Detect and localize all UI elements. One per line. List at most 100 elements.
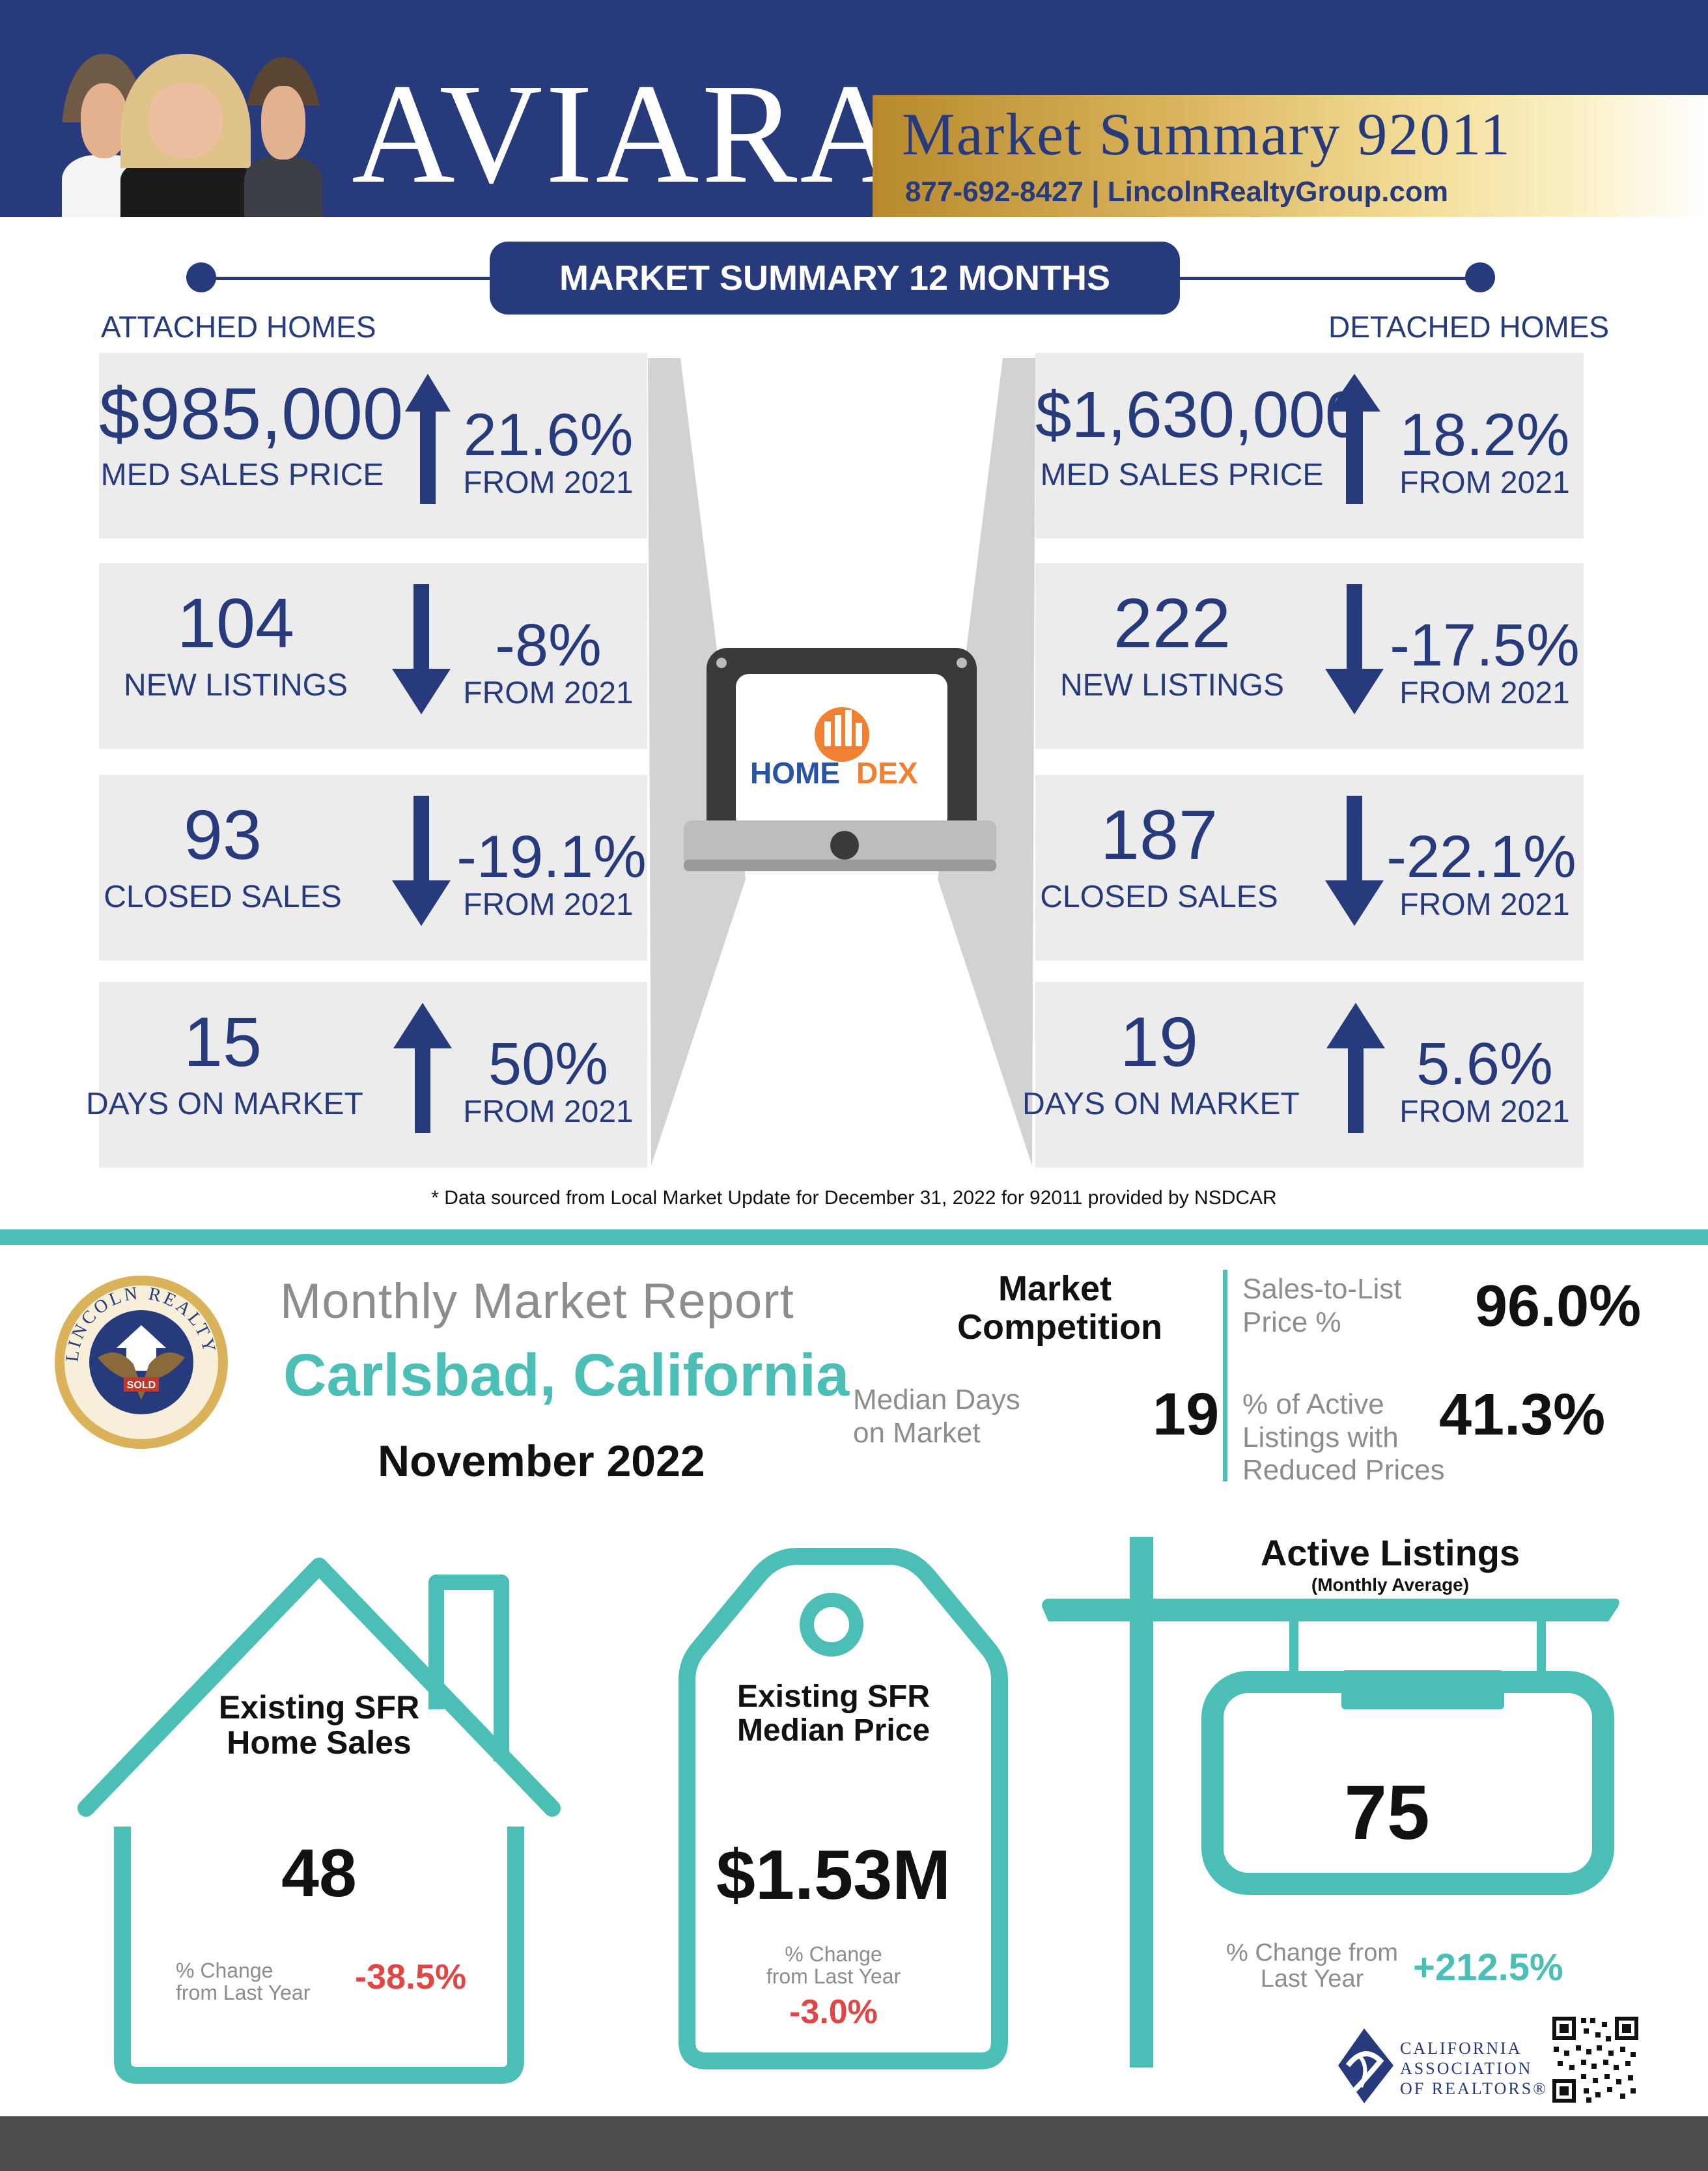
stat-from: FROM 2021 <box>463 888 634 922</box>
arrow-down-icon <box>1325 796 1384 926</box>
median-price-change: -3.0% <box>789 1993 878 2031</box>
active-listings-change: +212.5% <box>1413 1946 1563 1989</box>
stat-card: 187 CLOSED SALES -22.1% FROM 2021 <box>1035 775 1584 960</box>
divider-dot <box>1465 262 1495 292</box>
attached-homes-label: ATTACHED HOMES <box>101 310 376 344</box>
stat-card: $985,000 MED SALES PRICE 21.6% FROM 2021 <box>99 353 647 539</box>
stat-label: MED SALES PRICE <box>100 458 384 492</box>
divider-line <box>1172 277 1478 280</box>
report-title: Monthly Market Report <box>280 1274 794 1329</box>
median-days-value: 19 <box>1153 1381 1220 1448</box>
sales-to-list-label: Sales-to-List Price % <box>1242 1273 1402 1338</box>
stat-from: FROM 2021 <box>1399 1095 1570 1129</box>
change-label-line1: % Change <box>785 1942 882 1966</box>
stat-value: 93 <box>183 795 262 874</box>
stat-label: CLOSED SALES <box>1040 880 1278 914</box>
stat-label: DAYS ON MARKET <box>86 1087 363 1121</box>
house-icon <box>77 1558 561 2084</box>
market-competition-title: Market Competition <box>957 1269 1162 1347</box>
change-label-line2: from Last Year <box>176 1980 311 2004</box>
arrow-down-icon <box>392 584 451 714</box>
stat-change: 5.6% <box>1416 1031 1553 1097</box>
stat-change: 21.6% <box>463 402 634 468</box>
reduced-prices-value: 41.3% <box>1439 1382 1606 1448</box>
home-sales-change-label: % Change from Last Year <box>176 1959 319 2004</box>
median-price-title-line1: Existing SFR <box>736 1679 931 1714</box>
home-sales-change: -38.5% <box>355 1957 467 1996</box>
home-sales-title-line2: Home Sales <box>227 1724 412 1761</box>
arrow-up-icon <box>1328 374 1380 504</box>
car-logo-text: CALIFORNIA ASSOCIATION OF REALTORS® <box>1400 2038 1548 2099</box>
for-sale-sign-icon <box>1042 1537 1619 2067</box>
median-days-label: Median Days on Market <box>853 1384 1020 1449</box>
sales-to-list-value: 96.0% <box>1475 1274 1642 1339</box>
home-sales-title: Existing SFR Home Sales <box>195 1690 443 1760</box>
bar-chart-icon <box>815 707 869 762</box>
stat-card: 93 CLOSED SALES -19.1% FROM 2021 <box>99 775 647 960</box>
report-month: November 2022 <box>378 1436 705 1486</box>
city-title: Carlsbad, California <box>283 1342 850 1408</box>
homedex-logo-home: HOME <box>750 756 840 790</box>
change-label-line2: from Last Year <box>766 1964 901 1988</box>
stat-value: $1,630,000 <box>1035 378 1362 451</box>
qr-code-icon[interactable] <box>1550 2014 1641 2105</box>
stat-change: 50% <box>488 1031 609 1097</box>
change-label-line1: % Change from <box>1225 1939 1398 1967</box>
divider-line <box>202 277 501 280</box>
stat-from: FROM 2021 <box>1399 676 1570 710</box>
stat-change: -17.5% <box>1390 612 1580 679</box>
price-tag-icon <box>679 1548 1008 2069</box>
reduced-prices-label: % of Active Listings with Reduced Prices <box>1242 1388 1445 1487</box>
stat-value: 104 <box>176 583 295 662</box>
footer-bar <box>0 2116 1708 2171</box>
section-divider <box>0 1229 1708 1245</box>
brand-title: AVIARA <box>352 54 906 213</box>
projection-beam <box>938 358 1035 1166</box>
home-sales-title-line1: Existing SFR <box>218 1689 420 1726</box>
stat-label: NEW LISTINGS <box>1059 668 1285 703</box>
car-logo-line3: OF REALTORS® <box>1400 2079 1548 2099</box>
projection-beam <box>648 358 746 1166</box>
contact-info: 877-692-8427 | LincolnRealtyGroup.com <box>905 176 1448 208</box>
stat-card: 15 DAYS ON MARKET 50% FROM 2021 <box>86 982 647 1168</box>
arrow-down-icon <box>1325 584 1384 714</box>
arrow-up-icon <box>405 374 451 504</box>
vertical-divider <box>1223 1270 1227 1481</box>
divider-dot <box>186 262 216 292</box>
car-logo-icon <box>1338 2028 1393 2103</box>
stat-card: 104 NEW LISTINGS -8% FROM 2021 <box>99 563 647 749</box>
stat-value: 222 <box>1113 583 1231 662</box>
car-logo-line1: CALIFORNIA <box>1400 2039 1522 2058</box>
agent-photo <box>244 57 322 217</box>
agent-photo <box>120 54 251 217</box>
median-price-value: $1.53M <box>716 1835 951 1914</box>
stat-card: 19 DAYS ON MARKET 5.6% FROM 2021 <box>1022 982 1584 1168</box>
stat-label: MED SALES PRICE <box>1040 458 1324 492</box>
stat-from: FROM 2021 <box>1399 888 1570 922</box>
stat-label: NEW LISTINGS <box>123 668 348 703</box>
active-listings-subtitle: (Monthly Average) <box>1311 1575 1470 1595</box>
page-title: Market Summary 92011 <box>902 101 1512 167</box>
stat-from: FROM 2021 <box>463 1095 634 1129</box>
median-price-title-line2: Median Price <box>736 1713 931 1748</box>
summary-banner: MARKET SUMMARY 12 MONTHS ROLLING <box>490 242 1180 371</box>
eagle-seal-icon: LINCOLN REALTY GROUP SOLD <box>52 1273 228 1449</box>
stat-card: $1,630,000 MED SALES PRICE 18.2% FROM 20… <box>1035 353 1584 539</box>
active-listings-title: Active Listings <box>1260 1532 1520 1573</box>
change-label-line2: Last Year <box>1260 1965 1364 1993</box>
center-graphic: HOME DEX <box>648 358 1035 1166</box>
stat-change: -19.1% <box>456 824 647 890</box>
stat-label: DAYS ON MARKET <box>1022 1087 1300 1121</box>
median-price-title: Existing SFR Median Price <box>710 1680 957 1748</box>
stat-card: 222 NEW LISTINGS -17.5% FROM 2021 <box>1035 563 1584 749</box>
stat-label: CLOSED SALES <box>104 880 342 914</box>
stat-change: -22.1% <box>1386 824 1576 890</box>
stat-from: FROM 2021 <box>1399 466 1570 500</box>
arrow-up-icon <box>393 1003 452 1133</box>
title-band <box>873 95 1708 217</box>
seal-sold-badge: SOLD <box>127 1380 156 1391</box>
homedex-logo-dex: DEX <box>856 756 918 790</box>
data-source-footnote: * Data sourced from Local Market Update … <box>431 1187 1277 1209</box>
arrow-up-icon <box>1326 1003 1385 1133</box>
change-label-line1: % Change <box>176 1959 273 1982</box>
